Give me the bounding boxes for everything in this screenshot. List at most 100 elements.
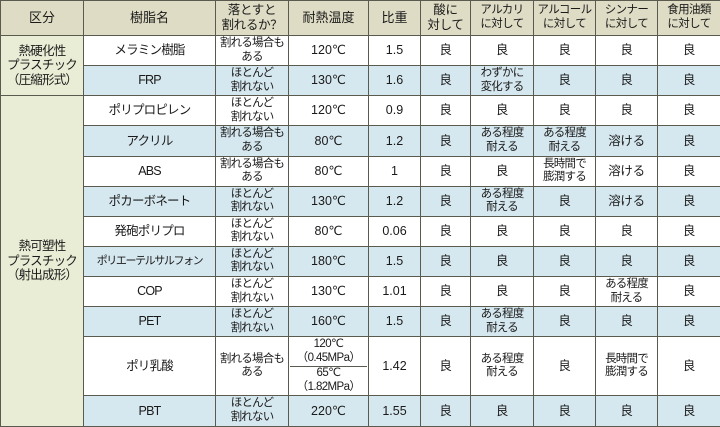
- cell-gravity: 1.42: [369, 337, 421, 396]
- cell-breakage: 割れる場合もある: [216, 156, 289, 186]
- cell-thinner: 良: [596, 216, 658, 246]
- cell-acid: 良: [421, 216, 471, 246]
- cell-alkali-line2: 耐える: [472, 366, 532, 380]
- cell-alcohol: 長時間で膨潤する: [534, 156, 596, 186]
- column-header-alkali: アルカリ に対して: [471, 1, 534, 36]
- cell-alkali: 良: [471, 96, 534, 126]
- category-thermoplastic-line1: 熱可塑性: [2, 239, 82, 254]
- cell-alcohol-line1: ある程度: [535, 127, 594, 141]
- cell-breakage-line1: 割れる場合も: [217, 37, 287, 51]
- cell-alkali: ある程度耐える: [471, 307, 534, 337]
- column-header-breakage: 落とすと 割れるか？: [216, 1, 289, 36]
- cell-heat-temp: 80℃: [289, 216, 369, 246]
- cell-alcohol: 良: [534, 36, 596, 66]
- cell-alkali-line1: ある程度: [472, 127, 532, 141]
- cell-resin-name: メラミン樹脂: [84, 36, 216, 66]
- cell-alkali: 良: [471, 246, 534, 276]
- cell-gravity: 1.2: [369, 186, 421, 216]
- cell-gravity: 1: [369, 156, 421, 186]
- cell-alkali-line2: 耐える: [472, 141, 532, 155]
- cell-gravity: 0.9: [369, 96, 421, 126]
- cell-acid: 良: [421, 66, 471, 96]
- cell-gravity: 1.5: [369, 36, 421, 66]
- cell-breakage: ほとんど割れない: [216, 66, 289, 96]
- column-header-heat-temp: 耐熱温度: [289, 1, 369, 36]
- cell-edible-oil: 良: [658, 186, 720, 216]
- column-header-acid: 酸に 対して: [421, 1, 471, 36]
- column-header-gravity: 比重: [369, 1, 421, 36]
- cell-breakage-line2: 割れない: [217, 261, 287, 275]
- cell-alkali: 良: [471, 216, 534, 246]
- cell-thinner: 良: [596, 66, 658, 96]
- cell-alcohol: 良: [534, 246, 596, 276]
- cell-edible-oil: 良: [658, 307, 720, 337]
- cell-thinner: 良: [596, 36, 658, 66]
- cell-heat-temp: 120℃: [289, 96, 369, 126]
- cell-edible-oil: 良: [658, 337, 720, 396]
- cell-heat-temp: 80℃: [289, 126, 369, 156]
- cell-alcohol-line2: 膨潤する: [535, 171, 594, 185]
- cell-thinner: 溶ける: [596, 156, 658, 186]
- cell-thinner-line2: 膨潤する: [597, 366, 656, 380]
- cell-breakage-line2: 割れない: [217, 111, 287, 125]
- cell-alkali: 良: [471, 36, 534, 66]
- cell-resin-name: ポリエーテルサルフォン: [84, 246, 216, 276]
- cell-alcohol-line2: 耐える: [535, 141, 594, 155]
- cell-acid: 良: [421, 36, 471, 66]
- cell-breakage-line2: ある: [217, 51, 287, 65]
- cell-heat-temp-bot-line2: （1.82MPa）: [297, 381, 361, 395]
- cell-alcohol: ある程度耐える: [534, 126, 596, 156]
- column-header-category: 区分: [1, 1, 84, 36]
- column-header-thinner-line1: シンナー: [597, 4, 656, 18]
- cell-heat-temp: 120℃（0.45MPa）65℃（1.82MPa）: [289, 337, 369, 396]
- cell-acid: 良: [421, 246, 471, 276]
- cell-alkali: わずかに変化する: [471, 66, 534, 96]
- cell-thinner: ある程度耐える: [596, 277, 658, 307]
- cell-breakage-line2: 割れない: [217, 292, 287, 306]
- column-header-alkali-line2: に対して: [472, 18, 532, 32]
- cell-edible-oil: 良: [658, 216, 720, 246]
- cell-breakage: ほとんど割れない: [216, 216, 289, 246]
- category-thermoset-line1: 熱硬化性: [2, 44, 82, 59]
- cell-breakage: ほとんど割れない: [216, 186, 289, 216]
- column-header-alcohol-line1: アルコール: [535, 4, 594, 18]
- cell-heat-temp: 160℃: [289, 307, 369, 337]
- cell-acid: 良: [421, 126, 471, 156]
- cell-gravity: 1.2: [369, 126, 421, 156]
- cell-acid: 良: [421, 307, 471, 337]
- cell-gravity: 1.6: [369, 66, 421, 96]
- cell-breakage-line1: ほとんど: [217, 218, 287, 232]
- cell-edible-oil: 良: [658, 66, 720, 96]
- cell-breakage-line1: ほとんど: [217, 97, 287, 111]
- cell-acid: 良: [421, 186, 471, 216]
- column-header-alkali-line1: アルカリ: [472, 4, 532, 18]
- cell-thinner: 溶ける: [596, 126, 658, 156]
- cell-breakage: ほとんど割れない: [216, 96, 289, 126]
- cell-gravity: 0.06: [369, 216, 421, 246]
- cell-heat-temp-top-line2: （0.45MPa）: [297, 352, 361, 366]
- column-header-alcohol: アルコール に対して: [534, 1, 596, 36]
- cell-alkali: ある程度耐える: [471, 126, 534, 156]
- cell-thinner: 良: [596, 96, 658, 126]
- cell-thinner-line1: ある程度: [597, 278, 656, 292]
- cell-heat-temp: 130℃: [289, 186, 369, 216]
- cell-resin-name: アクリル: [84, 126, 216, 156]
- cell-resin-name: FRP: [84, 66, 216, 96]
- cell-breakage-line2: ある: [217, 171, 287, 185]
- cell-resin-name: PET: [84, 307, 216, 337]
- cell-breakage-line2: 割れない: [217, 231, 287, 245]
- category-thermoset-line2: プラスチック: [2, 58, 82, 73]
- cell-edible-oil: 良: [658, 277, 720, 307]
- cell-alcohol: 良: [534, 66, 596, 96]
- cell-edible-oil: 良: [658, 126, 720, 156]
- cell-breakage: ほとんど割れない: [216, 246, 289, 276]
- cell-alkali-line1: ある程度: [472, 188, 532, 202]
